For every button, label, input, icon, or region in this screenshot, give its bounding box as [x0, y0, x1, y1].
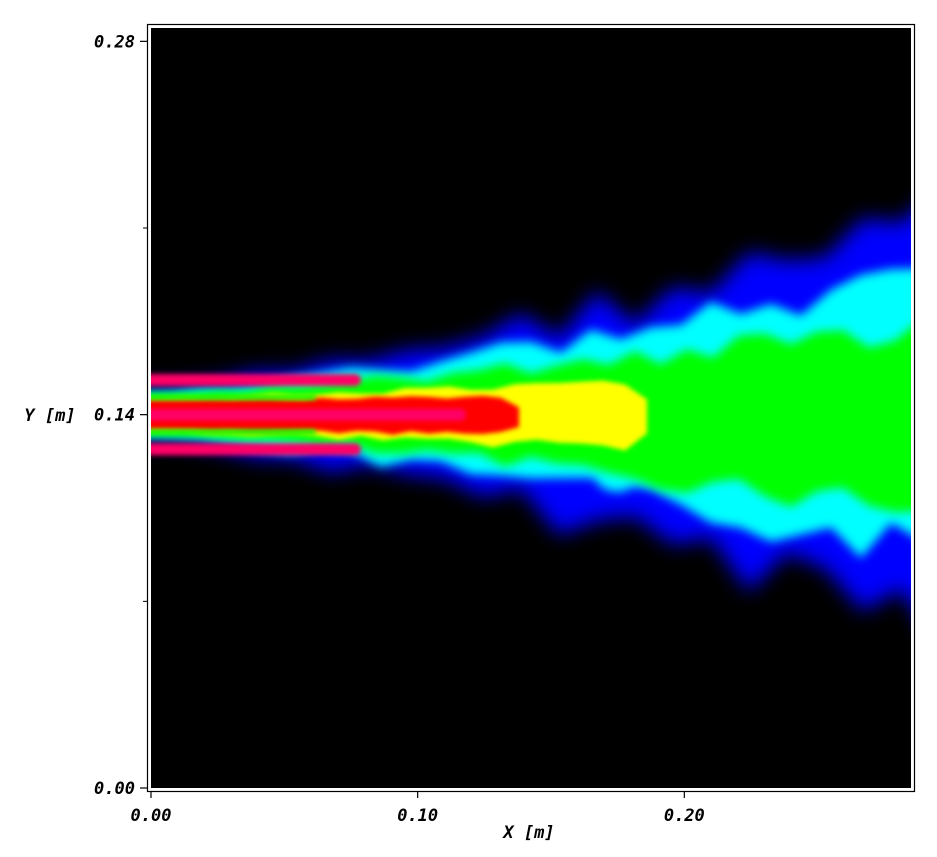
axes: 0.00 0.10 0.20 0.00 0.14 0.28	[94, 32, 705, 826]
heat-blob	[592, 418, 625, 434]
x-tick-label: 0.00	[131, 806, 172, 826]
y-tick-label: 0.14	[94, 406, 135, 426]
heat-blob	[649, 401, 669, 418]
heat-blob	[469, 399, 488, 414]
y-axis-label: Y [m]	[24, 406, 75, 426]
inlet-gap	[151, 429, 316, 435]
heat-blob	[474, 416, 493, 430]
heat-blob	[524, 412, 544, 433]
inlet-streaks	[151, 374, 466, 456]
jet-intensity-field	[151, 213, 911, 612]
x-tick-label: 0.10	[397, 806, 438, 826]
inlet-streak	[151, 443, 361, 456]
heat-blob	[824, 393, 853, 415]
x-axis-label: X [m]	[501, 823, 554, 843]
heat-blob	[770, 423, 812, 437]
heat-blob	[869, 419, 903, 444]
inlet-gaps	[151, 394, 316, 435]
inlet-streak	[151, 408, 466, 421]
inlet-streak	[151, 374, 361, 386]
y-tick-label: 0.00	[94, 779, 135, 799]
heat-blob	[558, 403, 581, 424]
y-tick-label: 0.28	[94, 32, 135, 52]
x-tick-label: 0.20	[664, 806, 705, 826]
inlet-gap	[151, 394, 316, 400]
heat-blob	[655, 377, 675, 398]
